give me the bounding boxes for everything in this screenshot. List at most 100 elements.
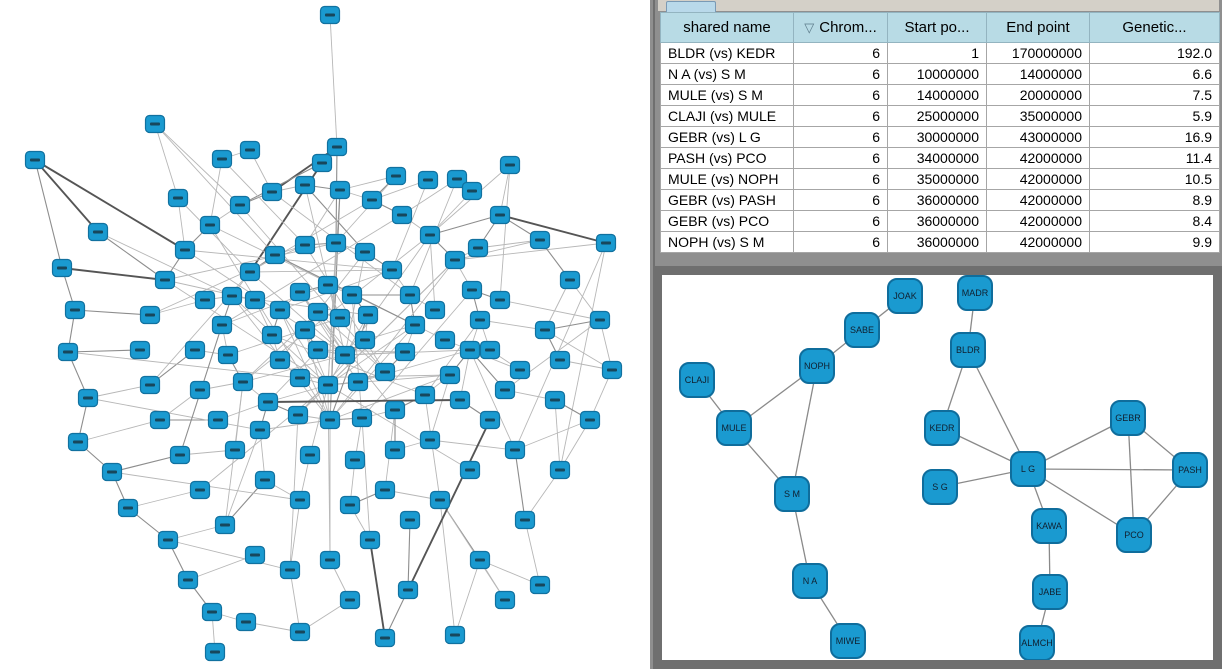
overview-node[interactable] [404,315,426,335]
overview-node[interactable] [339,590,361,610]
overview-node[interactable] [307,302,329,322]
detail-network-canvas[interactable]: JOAK SABE NOPH MADR BLDR CLAJI MULE KEDR GEBR PAS… [662,275,1213,660]
overview-node[interactable] [269,350,291,370]
overview-node[interactable] [199,215,221,235]
detail-node-SABE[interactable]: SABE [844,312,880,348]
overview-node[interactable] [544,390,566,410]
detail-node-PASH[interactable]: PASH [1172,452,1208,488]
overview-node[interactable] [326,137,348,157]
overview-node[interactable] [549,460,571,480]
overview-node[interactable] [504,440,526,460]
overview-network-canvas[interactable] [0,0,650,669]
overview-node[interactable] [229,195,251,215]
overview-node[interactable] [461,181,483,201]
column-header-2[interactable]: Start po... [887,12,987,43]
overview-node[interactable] [189,480,211,500]
overview-node[interactable] [214,515,236,535]
overview-node[interactable] [319,410,341,430]
overview-node[interactable] [361,190,383,210]
overview-node[interactable] [244,545,266,565]
overview-node[interactable] [459,340,481,360]
table-row[interactable]: MULE (vs) S M 6 14000000 20000000 7.5 [660,84,1220,106]
overview-node[interactable] [139,375,161,395]
table-row[interactable]: GEBR (vs) PASH 6 36000000 42000000 8.9 [660,189,1220,211]
overview-node[interactable] [169,445,191,465]
overview-node[interactable] [232,372,254,392]
overview-node[interactable] [101,462,123,482]
table-row[interactable]: CLAJI (vs) MULE 6 25000000 35000000 5.9 [660,105,1220,127]
detail-node-PCO[interactable]: PCO [1116,517,1152,553]
detail-node-MADR[interactable]: MADR [957,275,993,311]
detail-node-MULE[interactable]: MULE [716,410,752,446]
overview-node[interactable] [529,230,551,250]
overview-node[interactable] [57,342,79,362]
overview-node[interactable] [294,320,316,340]
overview-node[interactable] [444,250,466,270]
overview-node[interactable] [589,310,611,330]
table-row[interactable]: NOPH (vs) S M 6 36000000 42000000 9.9 [660,231,1220,253]
table-tab[interactable] [666,1,716,12]
detail-node-CLAJI[interactable]: CLAJI [679,362,715,398]
overview-node[interactable] [394,342,416,362]
overview-node[interactable] [207,410,229,430]
detail-node-NOPH[interactable]: NOPH [799,348,835,384]
overview-node[interactable] [294,235,316,255]
overview-node[interactable] [264,245,286,265]
detail-node-LG[interactable]: L G [1010,451,1046,487]
overview-node[interactable] [204,642,226,662]
overview-node[interactable] [354,242,376,262]
overview-node[interactable] [64,300,86,320]
overview-node[interactable] [347,372,369,392]
table-row[interactable]: MULE (vs) NOPH 6 35000000 42000000 10.5 [660,168,1220,190]
table-row[interactable]: GEBR (vs) PCO 6 36000000 42000000 8.4 [660,210,1220,232]
overview-node[interactable] [444,625,466,645]
overview-node[interactable] [289,368,311,388]
overview-node[interactable] [244,290,266,310]
column-header-4[interactable]: Genetic... [1089,12,1220,43]
overview-node[interactable] [459,460,481,480]
overview-node[interactable] [329,308,351,328]
table-row[interactable]: N A (vs) S M 6 10000000 14000000 6.6 [660,63,1220,85]
overview-node[interactable] [77,388,99,408]
detail-node-JOAK[interactable]: JOAK [887,278,923,314]
overview-node[interactable] [529,575,551,595]
overview-node[interactable] [261,325,283,345]
filter-icon[interactable]: ▽ [804,20,815,35]
overview-node[interactable] [384,400,406,420]
overview-node[interactable] [51,258,73,278]
overview-node[interactable] [149,410,171,430]
overview-node[interactable] [167,188,189,208]
overview-node[interactable] [279,560,301,580]
overview-node[interactable] [217,345,239,365]
overview-node[interactable] [201,602,223,622]
overview-node[interactable] [439,365,461,385]
overview-node[interactable] [494,590,516,610]
overview-node[interactable] [87,222,109,242]
overview-node[interactable] [429,490,451,510]
detail-node-BLDR[interactable]: BLDR [950,332,986,368]
overview-node[interactable] [67,432,89,452]
detail-node-JABE[interactable]: JABE [1032,574,1068,610]
detail-node-KEDR[interactable]: KEDR [924,410,960,446]
overview-node[interactable] [129,340,151,360]
overview-node[interactable] [334,345,356,365]
overview-node[interactable] [289,282,311,302]
detail-node-NA[interactable]: N A [792,563,828,599]
overview-node[interactable] [294,175,316,195]
overview-node[interactable] [359,530,381,550]
overview-node[interactable] [317,375,339,395]
overview-node[interactable] [579,410,601,430]
overview-node[interactable] [184,340,206,360]
overview-node[interactable] [374,628,396,648]
overview-node[interactable] [194,290,216,310]
overview-node[interactable] [139,305,161,325]
overview-node[interactable] [469,310,491,330]
overview-node[interactable] [374,362,396,382]
column-header-3[interactable]: End point [986,12,1090,43]
table-row[interactable]: GEBR (vs) L G 6 30000000 43000000 16.9 [660,126,1220,148]
overview-node[interactable] [269,300,291,320]
overview-node[interactable] [397,580,419,600]
overview-node[interactable] [385,166,407,186]
overview-node[interactable] [489,290,511,310]
overview-node[interactable] [339,495,361,515]
